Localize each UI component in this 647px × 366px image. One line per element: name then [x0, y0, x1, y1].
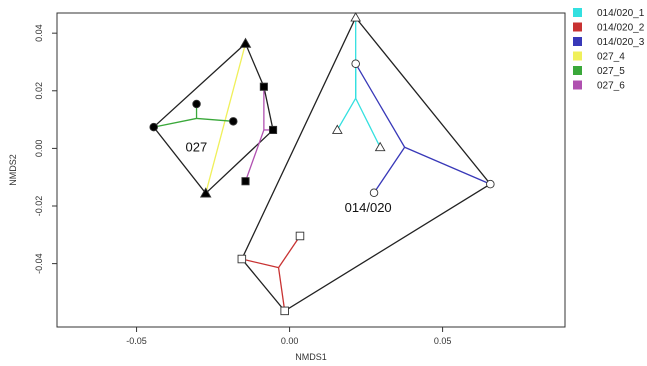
- points-layer: [149, 12, 495, 316]
- y-tick-label-2: 0.00: [34, 140, 44, 158]
- group-label-0: 027: [186, 139, 208, 154]
- y-tick-label-4: -0.04: [34, 253, 44, 274]
- group-label-1: 014/020: [345, 200, 392, 215]
- spokes-layer: [153, 17, 491, 311]
- point-4-2: [229, 117, 238, 126]
- point-3-1: [199, 187, 212, 198]
- point-5-0: [259, 82, 268, 91]
- legend-label-1: 014/020_2: [597, 23, 645, 34]
- legend-label-4: 027_5: [597, 66, 625, 77]
- point-3-0: [239, 37, 252, 48]
- y-axis: 0.04 0.02 0.00 -0.02 -0.04: [34, 24, 57, 274]
- y-tick-label-1: 0.02: [34, 82, 44, 100]
- legend-label-2: 014/020_3: [597, 37, 645, 48]
- spoke-1-1: [278, 235, 301, 269]
- point-4-1: [192, 99, 201, 109]
- legend-swatch-5: [573, 80, 582, 90]
- spoke-1-0: [241, 258, 279, 269]
- point-2-0: [351, 59, 360, 68]
- spoke-2-0: [355, 63, 406, 148]
- spoke-5-2: [244, 129, 265, 182]
- spoke-3-1: [205, 118, 227, 194]
- legend: 014/020_1 014/020_2 014/020_3 027_4 027_5 027…: [573, 8, 645, 92]
- y-tick-label-0: 0.04: [34, 24, 44, 42]
- point-1-2: [280, 306, 289, 316]
- legend-swatch-4: [573, 66, 582, 75]
- legend-label-0: 014/020_1: [597, 8, 645, 19]
- point-0-0: [350, 12, 362, 22]
- hulls-layer: [152, 16, 492, 312]
- y-tick-label-3: -0.02: [34, 196, 44, 217]
- legend-swatch-3: [573, 51, 582, 61]
- x-tick-label-0: -0.05: [126, 336, 147, 346]
- legend-swatch-1: [573, 22, 582, 32]
- spoke-0-1: [336, 97, 357, 131]
- point-1-1: [295, 231, 305, 241]
- spoke-1-2: [277, 267, 286, 311]
- point-0-2: [374, 141, 386, 152]
- x-axis: -0.05 0.00 0.05: [126, 327, 451, 346]
- legend-label-5: 027_6: [597, 81, 625, 92]
- point-2-2: [486, 179, 495, 189]
- point-5-2: [241, 177, 250, 186]
- legend-label-3: 027_4: [597, 52, 625, 63]
- spoke-2-2: [404, 146, 491, 185]
- point-4-0: [149, 122, 158, 132]
- legend-swatch-0: [573, 8, 582, 17]
- plot-frame: [56, 12, 566, 328]
- spoke-4-0: [153, 117, 197, 128]
- point-2-1: [369, 188, 379, 198]
- spoke-2-1: [373, 146, 406, 194]
- point-5-1: [269, 125, 278, 135]
- point-1-0: [237, 254, 247, 264]
- x-tick-label-1: 0.00: [281, 336, 299, 346]
- point-0-1: [331, 124, 343, 134]
- x-axis-title: NMDS1: [295, 352, 327, 362]
- y-axis-title: NMDS2: [8, 154, 18, 186]
- group-labels: 027 014/020: [186, 139, 392, 214]
- spoke-0-2: [355, 97, 381, 148]
- x-tick-label-2: 0.05: [434, 336, 452, 346]
- legend-swatch-2: [573, 37, 582, 46]
- spoke-4-2: [196, 117, 234, 122]
- spoke-3-0: [224, 43, 247, 119]
- hull-0: [152, 42, 274, 195]
